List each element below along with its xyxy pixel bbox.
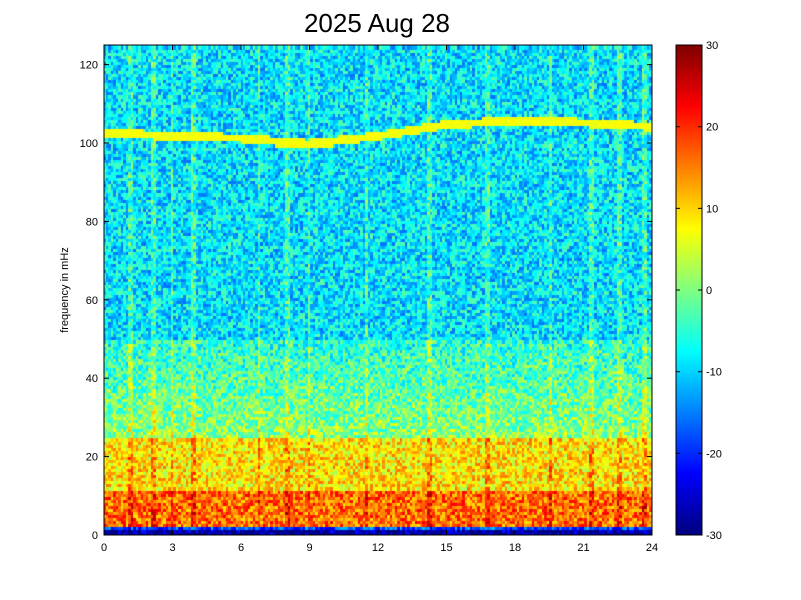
y-tick-label: 80 — [86, 216, 98, 228]
y-tick-label: 40 — [86, 373, 98, 385]
y-tick-label: 0 — [92, 530, 98, 542]
x-tick-label: 15 — [440, 542, 452, 554]
y-axis-label: frequency in mHz — [59, 247, 71, 333]
x-axis: 0 3 6 9 12 15 18 21 24 — [101, 45, 658, 554]
x-tick-label: 12 — [372, 542, 384, 554]
colorbar-tick-label: -30 — [706, 530, 722, 542]
colorbar-tick-label: 10 — [706, 203, 718, 215]
chart-title: 2025 Aug 28 — [304, 8, 450, 38]
x-tick-label: 3 — [169, 542, 175, 554]
spectrogram-heatmap — [104, 45, 652, 535]
colorbar-tick-label: 0 — [706, 285, 712, 297]
colorbar-tick-label: 30 — [706, 40, 718, 52]
x-tick-label: 0 — [101, 542, 107, 554]
y-tick-label: 60 — [86, 295, 98, 307]
x-tick-label: 24 — [646, 542, 658, 554]
colorbar-tick-label: 20 — [706, 122, 718, 134]
colorbar-gradient — [676, 45, 702, 535]
colorbar-tick-label: -10 — [706, 367, 722, 379]
x-tick-label: 18 — [509, 542, 521, 554]
y-axis: 0 20 40 60 80 100 120 — [80, 60, 652, 542]
colorbar-tick-label: -20 — [706, 448, 722, 460]
x-tick-label: 6 — [238, 542, 244, 554]
colorbar-ticks: -30 -20 -10 0 10 20 30 — [676, 40, 722, 542]
x-tick-label: 21 — [577, 542, 589, 554]
spectrogram-image-frame — [104, 45, 652, 535]
spectrogram-plot — [103, 44, 653, 536]
x-tick-label: 9 — [306, 542, 312, 554]
y-tick-label: 100 — [80, 138, 98, 150]
y-tick-label: 20 — [86, 452, 98, 464]
colorbar-image-frame — [676, 45, 702, 535]
y-tick-label: 120 — [80, 60, 98, 72]
colorbar: -30 -20 -10 0 10 20 30 — [675, 40, 722, 542]
